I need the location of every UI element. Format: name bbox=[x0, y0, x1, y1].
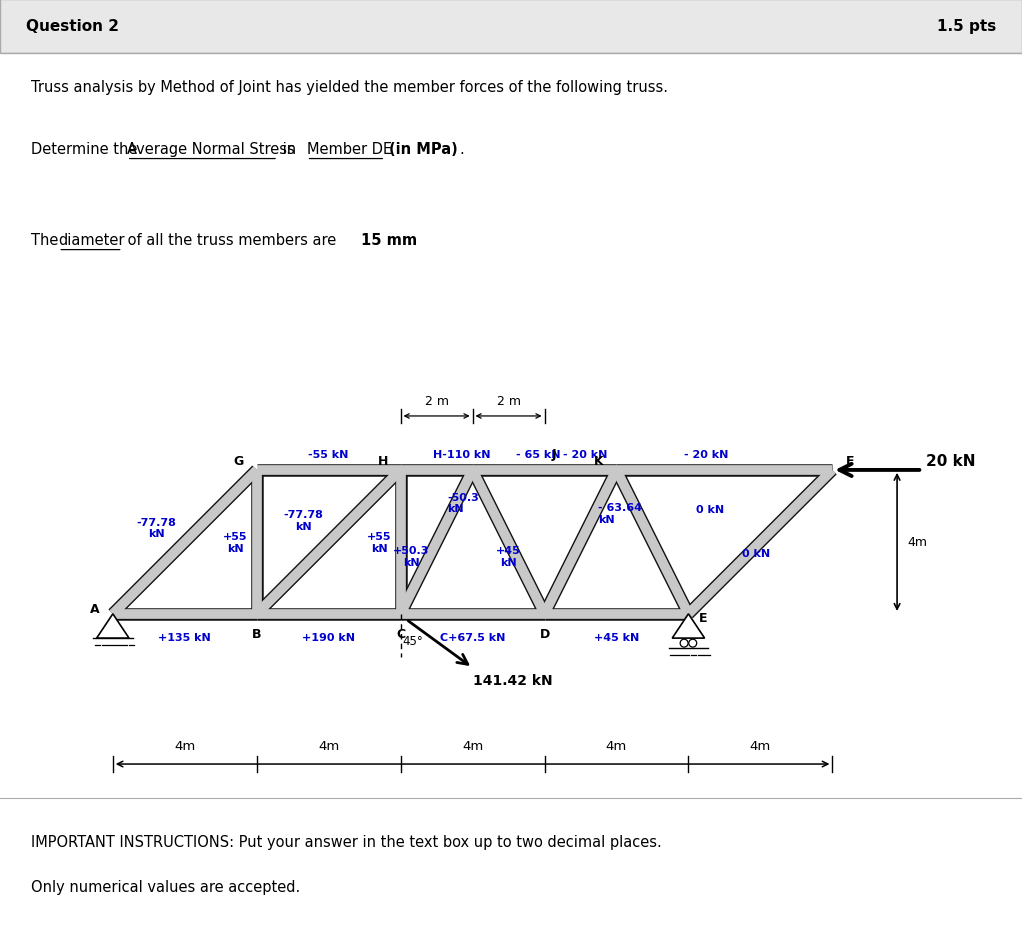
Text: +55
kN: +55 kN bbox=[367, 532, 391, 553]
Text: C+67.5 kN: C+67.5 kN bbox=[439, 632, 505, 642]
Text: .: . bbox=[408, 232, 413, 248]
Text: - 65 kN: - 65 kN bbox=[516, 450, 560, 459]
Text: 20 kN: 20 kN bbox=[926, 454, 975, 469]
Polygon shape bbox=[672, 614, 704, 638]
Text: Determine the: Determine the bbox=[31, 142, 142, 157]
Text: +190 kN: +190 kN bbox=[303, 632, 356, 642]
Text: 4m: 4m bbox=[174, 740, 195, 753]
Text: 4m: 4m bbox=[318, 740, 339, 753]
Text: The: The bbox=[31, 232, 62, 248]
Text: +45
kN: +45 kN bbox=[496, 546, 521, 567]
Text: -55 kN: -55 kN bbox=[309, 450, 349, 459]
Text: 4m: 4m bbox=[908, 535, 928, 548]
Text: 15 mm: 15 mm bbox=[361, 232, 417, 248]
Text: A: A bbox=[90, 602, 100, 615]
Text: Member DE: Member DE bbox=[307, 142, 391, 157]
Text: - 20 kN: - 20 kN bbox=[562, 450, 607, 459]
Text: +50.3
kN: +50.3 kN bbox=[393, 546, 429, 567]
Text: of all the truss members are: of all the truss members are bbox=[123, 232, 340, 248]
Text: 4m: 4m bbox=[606, 740, 628, 753]
Text: 4m: 4m bbox=[750, 740, 771, 753]
Text: diameter: diameter bbox=[58, 232, 125, 248]
Text: - 20 kN: - 20 kN bbox=[684, 450, 729, 459]
Text: 4m: 4m bbox=[462, 740, 483, 753]
Text: C: C bbox=[397, 627, 405, 640]
Text: 0 kN: 0 kN bbox=[742, 548, 771, 558]
Text: 45°: 45° bbox=[403, 634, 423, 647]
Text: G: G bbox=[234, 455, 244, 468]
Text: +55
kN: +55 kN bbox=[223, 532, 247, 553]
Circle shape bbox=[681, 639, 688, 648]
Text: +45 kN: +45 kN bbox=[594, 632, 639, 642]
Text: 2 m: 2 m bbox=[424, 394, 449, 407]
Text: Question 2: Question 2 bbox=[26, 19, 119, 34]
Text: +135 kN: +135 kN bbox=[158, 632, 212, 642]
Text: B: B bbox=[252, 627, 262, 640]
Text: J: J bbox=[552, 447, 556, 460]
Text: H: H bbox=[377, 455, 387, 468]
Text: - 63.64
kN: - 63.64 kN bbox=[599, 503, 643, 524]
Text: -77.78
kN: -77.78 kN bbox=[283, 510, 323, 532]
Text: -50.3
kN: -50.3 kN bbox=[448, 492, 479, 513]
Text: 1.5 pts: 1.5 pts bbox=[937, 19, 996, 34]
Text: D: D bbox=[540, 627, 550, 640]
Text: IMPORTANT INSTRUCTIONS: Put your answer in the text box up to two decimal places: IMPORTANT INSTRUCTIONS: Put your answer … bbox=[31, 834, 661, 849]
Text: 0 kN: 0 kN bbox=[696, 505, 724, 515]
Text: .: . bbox=[459, 142, 464, 157]
Text: Truss analysis by Method of Joint has yielded the member forces of the following: Truss analysis by Method of Joint has yi… bbox=[31, 80, 667, 95]
Text: in: in bbox=[278, 142, 300, 157]
Text: E: E bbox=[699, 612, 707, 625]
Text: K: K bbox=[594, 455, 603, 468]
Text: (in MPa): (in MPa) bbox=[389, 142, 458, 157]
Text: Average Normal Stress: Average Normal Stress bbox=[127, 142, 294, 157]
Text: Only numerical values are accepted.: Only numerical values are accepted. bbox=[31, 879, 299, 894]
Text: 2 m: 2 m bbox=[497, 394, 520, 407]
Text: 141.42 kN: 141.42 kN bbox=[472, 674, 552, 688]
Circle shape bbox=[689, 639, 697, 648]
Text: -77.78
kN: -77.78 kN bbox=[136, 517, 176, 538]
Text: H-110 kN: H-110 kN bbox=[433, 450, 491, 459]
Polygon shape bbox=[97, 614, 129, 638]
Text: F: F bbox=[846, 455, 854, 468]
